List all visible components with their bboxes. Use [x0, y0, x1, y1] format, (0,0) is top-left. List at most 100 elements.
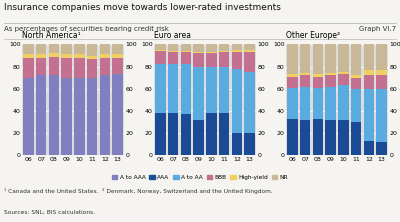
Bar	[364, 70, 374, 75]
Bar	[168, 64, 178, 113]
Bar	[351, 89, 361, 122]
Bar	[300, 87, 310, 120]
Bar	[351, 78, 361, 89]
Bar	[376, 75, 387, 89]
Bar	[112, 74, 123, 155]
Bar	[49, 75, 59, 155]
Bar	[376, 44, 387, 70]
Bar	[287, 88, 298, 119]
Bar	[155, 44, 166, 50]
Bar	[61, 44, 72, 54]
Bar	[193, 120, 204, 155]
Bar	[376, 142, 387, 155]
Bar	[232, 69, 242, 133]
Bar	[244, 133, 255, 155]
Bar	[61, 58, 72, 78]
Bar	[219, 113, 229, 155]
Bar	[219, 51, 229, 52]
Bar	[36, 75, 46, 155]
Text: ¹ Canada and the United States.  ² Denmark, Norway, Switzerland and the United K: ¹ Canada and the United States. ² Denmar…	[4, 188, 273, 194]
Bar	[244, 72, 255, 133]
Bar	[61, 54, 72, 58]
Bar	[49, 53, 59, 57]
Bar	[87, 59, 97, 78]
Bar	[74, 44, 85, 54]
Bar	[325, 87, 336, 120]
Bar	[219, 67, 229, 113]
Bar	[244, 44, 255, 50]
Bar	[313, 74, 323, 77]
Bar	[300, 44, 310, 73]
Text: Other Europe²: Other Europe²	[286, 31, 340, 40]
Bar	[181, 114, 191, 155]
Bar	[325, 120, 336, 155]
Bar	[338, 120, 349, 155]
Bar	[112, 54, 123, 58]
Bar	[325, 73, 336, 75]
Bar	[300, 75, 310, 87]
Bar	[155, 51, 166, 64]
Bar	[49, 44, 59, 53]
Bar	[325, 75, 336, 87]
Text: North America¹: North America¹	[22, 31, 81, 40]
Bar	[155, 113, 166, 155]
Bar	[23, 78, 34, 155]
Bar	[36, 44, 46, 54]
Bar	[155, 64, 166, 113]
Bar	[181, 64, 191, 114]
Bar	[313, 44, 323, 74]
Bar	[287, 44, 298, 74]
Bar	[112, 44, 123, 54]
Bar	[23, 54, 34, 58]
Bar	[364, 89, 374, 141]
Bar	[232, 133, 242, 155]
Bar	[100, 75, 110, 155]
Bar	[36, 58, 46, 75]
Bar	[325, 44, 336, 73]
Bar	[181, 44, 191, 51]
Bar	[100, 58, 110, 75]
Bar	[364, 141, 374, 155]
Bar	[232, 44, 242, 50]
Bar	[287, 119, 298, 155]
Bar	[168, 52, 178, 64]
Bar	[112, 58, 123, 74]
Bar	[193, 44, 204, 52]
Bar	[313, 88, 323, 119]
Bar	[244, 52, 255, 72]
Text: Insurance companies move towards lower-rated investments: Insurance companies move towards lower-r…	[4, 3, 281, 12]
Bar	[313, 119, 323, 155]
Text: As percentages of securities bearing credit risk: As percentages of securities bearing cre…	[4, 26, 169, 32]
Bar	[351, 44, 361, 75]
Bar	[168, 113, 178, 155]
Bar	[23, 44, 34, 54]
Bar	[206, 52, 217, 53]
Bar	[338, 85, 349, 120]
Bar	[193, 53, 204, 67]
Bar	[181, 51, 191, 52]
Bar	[364, 44, 374, 70]
Legend: A to AAA, AAA, A to AA, BBB, High-yield, NR: A to AAA, AAA, A to AA, BBB, High-yield,…	[109, 173, 291, 182]
Bar	[168, 44, 178, 51]
Bar	[87, 44, 97, 56]
Bar	[23, 58, 34, 78]
Bar	[364, 75, 374, 89]
Bar	[206, 53, 217, 67]
Bar	[61, 78, 72, 155]
Bar	[74, 54, 85, 58]
Bar	[155, 50, 166, 51]
Bar	[376, 70, 387, 75]
Bar	[181, 52, 191, 64]
Bar	[87, 78, 97, 155]
Bar	[74, 78, 85, 155]
Bar	[300, 120, 310, 155]
Bar	[206, 67, 217, 113]
Bar	[193, 67, 204, 120]
Bar	[100, 44, 110, 54]
Bar	[313, 77, 323, 88]
Bar	[300, 73, 310, 75]
Bar	[36, 54, 46, 58]
Text: Sources: SNL; BIS calculations.: Sources: SNL; BIS calculations.	[4, 210, 95, 215]
Bar	[206, 113, 217, 155]
Bar	[87, 56, 97, 59]
